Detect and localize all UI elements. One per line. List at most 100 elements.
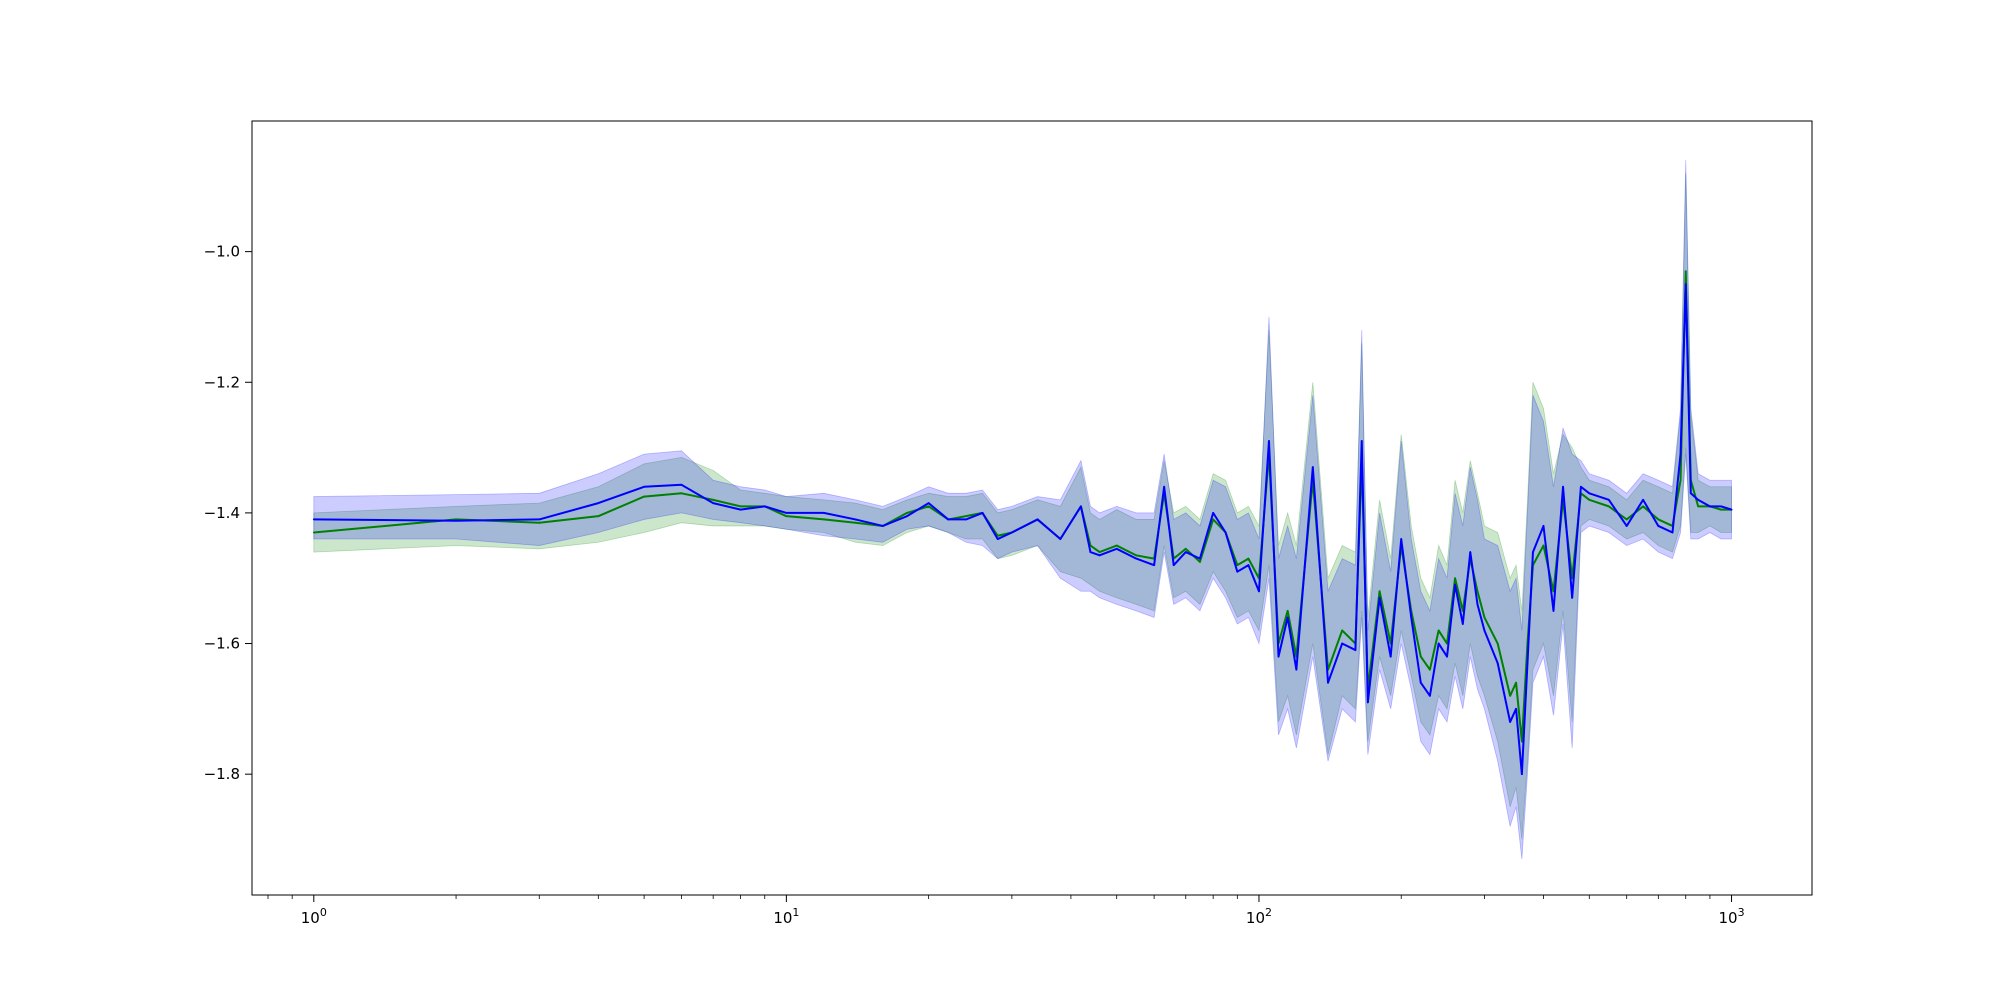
x-tick-label: 100 <box>301 906 327 927</box>
series-1-point <box>763 505 766 508</box>
y-tick-label: −1.0 <box>204 243 240 261</box>
series-1-point <box>1327 681 1329 684</box>
series-1-point <box>906 515 908 518</box>
series-1-point <box>1172 564 1175 567</box>
series-1-point <box>822 512 825 514</box>
series-0-point <box>1184 547 1187 550</box>
series-1-point <box>1697 498 1700 501</box>
series-1-point <box>996 538 999 540</box>
series-1-point <box>1709 505 1711 508</box>
series-1-point <box>1461 623 1464 625</box>
series-1-point <box>1089 551 1092 553</box>
series-0-point <box>906 512 908 514</box>
series-1-point <box>1268 440 1270 442</box>
x-tick-label: 101 <box>773 906 799 927</box>
series-0-point <box>1483 616 1486 619</box>
series-1-point <box>1212 512 1215 514</box>
series-1-point <box>1036 518 1039 521</box>
series-1-point <box>1679 453 1682 456</box>
series-1-point <box>1720 505 1722 508</box>
series-1-point <box>1135 557 1138 560</box>
series-1-point <box>1410 616 1413 619</box>
series-1-point <box>1730 508 1733 511</box>
series-1-point <box>1389 655 1392 658</box>
series-1-point <box>1607 498 1610 501</box>
series-1-point <box>1580 485 1582 488</box>
series-1-point <box>1437 642 1440 645</box>
series-0-point <box>1236 564 1239 567</box>
series-1-point <box>1429 694 1431 697</box>
series-0-point <box>597 515 600 518</box>
series-1-point <box>785 512 788 514</box>
series-1-point <box>1496 662 1499 665</box>
series-1-point <box>643 485 646 488</box>
series-0-point <box>1720 508 1722 511</box>
series-1-point <box>712 502 715 504</box>
y-tick-label: −1.4 <box>204 504 240 522</box>
series-0-point <box>1199 560 1201 563</box>
series-1-point <box>1224 531 1227 534</box>
series-0-point <box>1247 557 1250 560</box>
series-1-point <box>1520 773 1523 776</box>
series-1-point <box>1059 538 1062 540</box>
series-lines <box>312 270 1733 776</box>
series-1-point <box>1236 570 1239 573</box>
x-tick-label-base: 10 <box>1246 909 1265 927</box>
series-1-point <box>1657 525 1660 527</box>
series-0-point <box>1657 518 1660 521</box>
series-0-point <box>1552 590 1555 593</box>
series-0-point <box>739 505 742 508</box>
series-1-point <box>981 512 984 514</box>
series-1-point <box>881 525 884 527</box>
series-1-point <box>1295 668 1298 671</box>
series-0-point <box>1607 505 1610 508</box>
x-tick-label-exponent: 3 <box>1738 906 1745 919</box>
y-tick-label: −1.8 <box>204 765 240 783</box>
series-1-point <box>1277 655 1280 658</box>
series-1-point <box>312 518 315 521</box>
series-1-point <box>1483 629 1486 632</box>
series-1-point <box>1419 681 1422 684</box>
series-0-point <box>1515 681 1517 684</box>
series-1-point <box>854 518 857 521</box>
series-0-point <box>1509 694 1512 697</box>
series-0-point <box>785 515 788 518</box>
series-1-point <box>1184 551 1187 553</box>
series-1-point <box>1562 485 1564 488</box>
series-1-point <box>1199 557 1201 560</box>
series-1-point <box>1542 525 1545 527</box>
series-0-point <box>854 521 857 524</box>
series-1-point <box>1258 590 1260 593</box>
series-1-point <box>597 502 600 504</box>
series-1-point <box>1469 551 1472 553</box>
series-1-point <box>1098 554 1101 557</box>
series-1-point <box>1684 283 1687 286</box>
series-0-point <box>1571 577 1574 580</box>
series-0-point <box>1625 518 1628 521</box>
series-1-point <box>1360 440 1363 442</box>
series-1-band <box>313 160 1732 860</box>
series-0-point <box>1098 551 1101 553</box>
series-0-point <box>1212 518 1215 521</box>
x-tick-label-exponent: 1 <box>792 906 799 919</box>
series-0-point <box>1437 629 1440 632</box>
series-1-point <box>1625 525 1628 527</box>
confidence-bands <box>313 160 1732 860</box>
series-0-point <box>680 492 683 495</box>
series-1-point <box>1526 662 1529 665</box>
series-1-line <box>313 283 1732 776</box>
series-0-point <box>1496 642 1499 645</box>
series-1-point <box>1689 492 1692 495</box>
series-0-point <box>1378 590 1381 593</box>
series-1-point <box>1509 721 1512 723</box>
series-1-point <box>1642 498 1645 501</box>
series-1-point <box>1552 609 1555 612</box>
series-1-point <box>1366 701 1369 704</box>
series-1-point <box>1571 596 1574 599</box>
y-tick-label: −1.6 <box>204 635 240 653</box>
series-0-point <box>538 521 541 524</box>
series-1-point <box>1400 538 1403 540</box>
series-1-point <box>538 518 541 521</box>
x-tick-label-base: 10 <box>301 909 320 927</box>
